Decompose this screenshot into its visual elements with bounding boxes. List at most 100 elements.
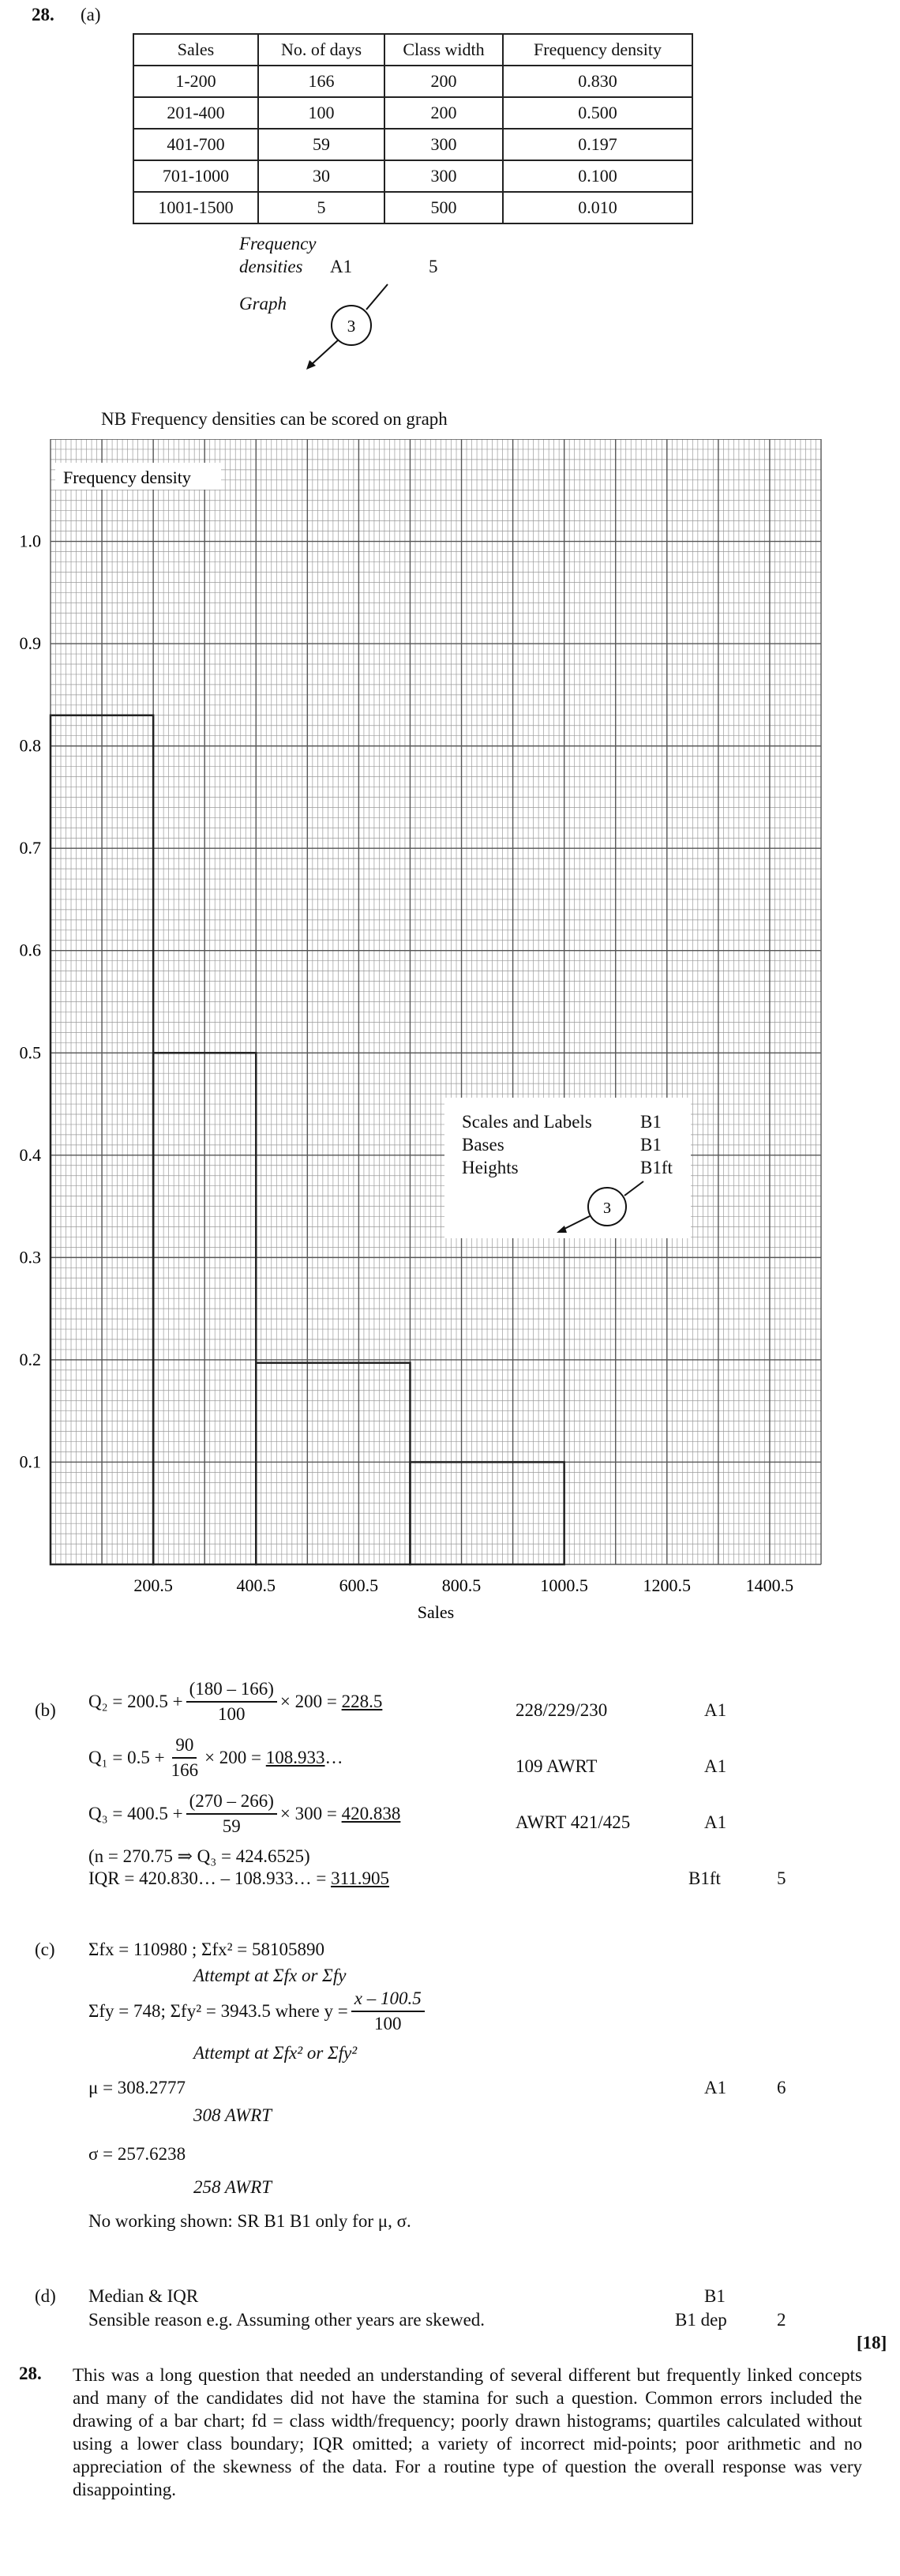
attempt-2: Attempt at Σfx² or Σfy² <box>193 2043 358 2063</box>
header-days: No. of days <box>257 33 385 66</box>
table-row: 201-400 100 200 0.500 <box>133 96 693 130</box>
marks-circle-number: 3 <box>603 1200 611 1217</box>
y-tick-label: 1.0 <box>20 531 42 551</box>
part-b-total: 5 <box>777 1868 786 1888</box>
q1-working: Q₁ = 0.5 + 90 166 × 200 = 108.933… <box>88 1733 343 1782</box>
q1-fraction: 90 166 <box>168 1733 202 1782</box>
table-cell: 701-1000 <box>133 160 259 193</box>
table-cell: 401-700 <box>133 128 259 161</box>
q2-numerator: (180 – 166) <box>186 1677 277 1703</box>
q3-alternative: (n = 270.75 ⇒ Q₃ = 424.6525) <box>88 1846 310 1866</box>
y-tick-label: 0.2 <box>20 1350 42 1369</box>
fd-label-2: densities <box>239 257 303 276</box>
x-tick-label: 400.5 <box>237 1575 276 1595</box>
header-sales: Sales <box>133 33 259 66</box>
table-cell: 5 <box>257 191 385 224</box>
part-d-line-1: Median & IQR <box>88 2286 199 2306</box>
x-tick-label: 1400.5 <box>746 1575 794 1595</box>
part-a-total: 5 <box>429 257 438 276</box>
part-c-total: 6 <box>777 2078 786 2097</box>
table-cell: 0.197 <box>502 128 693 161</box>
table-cell: 1001-1500 <box>133 191 259 224</box>
ylabel-bg <box>55 463 221 490</box>
x-tick-label: 600.5 <box>339 1575 379 1595</box>
y-axis-label: Frequency density <box>63 468 191 487</box>
marks-value: B1ft <box>640 1158 673 1177</box>
q1-pre: Q₁ = 0.5 + <box>88 1748 165 1767</box>
part-a-label: (a) <box>81 5 101 24</box>
y-tick-label: 0.1 <box>20 1451 42 1471</box>
y-tick-label: 0.3 <box>20 1247 42 1267</box>
q2-denominator: 100 <box>217 1704 246 1724</box>
question-number: 28. <box>32 5 54 24</box>
y-tick-label: 0.6 <box>20 941 42 960</box>
marks-label: Heights <box>462 1158 519 1177</box>
x-tick-label: 1200.5 <box>643 1575 692 1595</box>
part-b-label: (b) <box>35 1700 56 1720</box>
histogram-bar <box>409 1461 565 1566</box>
table-cell: 300 <box>384 128 504 161</box>
header-class-width: Class width <box>384 33 504 66</box>
grand-total: [18] <box>857 2333 887 2353</box>
fy-denominator: 100 <box>373 2014 402 2033</box>
q3-numerator: (270 – 266) <box>186 1789 277 1815</box>
attempt-1: Attempt at Σfx or Σfy <box>193 1966 347 1985</box>
table-cell: 30 <box>257 160 385 193</box>
marks-label: Scales and Labels <box>462 1112 592 1132</box>
table-cell: 200 <box>384 96 504 130</box>
mu-value: μ = 308.2777 <box>88 2078 186 2097</box>
mu-mark: A1 <box>704 2078 727 2097</box>
fy-fraction: x – 100.5 100 <box>351 1987 425 2036</box>
sums-line: Σfx = 110980 ; Σfx² = 58105890 <box>88 1940 324 1959</box>
part-c-label: (c) <box>35 1940 55 1959</box>
x-tick-label: 200.5 <box>133 1575 173 1595</box>
q3-fraction: (270 – 266) 59 <box>186 1789 277 1838</box>
table-cell: 166 <box>257 65 385 98</box>
q2-pre: Q₂ = 200.5 + <box>88 1692 183 1711</box>
q3-answer: 420.838 <box>341 1804 401 1823</box>
marks-value: B1 <box>640 1135 662 1155</box>
q2-working: Q₂ = 200.5 + (180 – 166) 100 × 200 = 228… <box>88 1677 382 1726</box>
graph-circle-number: 3 <box>347 317 356 336</box>
part-d-line-2: Sensible reason e.g. Assuming other year… <box>88 2310 486 2330</box>
q2-mark: A1 <box>704 1700 727 1720</box>
marks-label: Bases <box>462 1135 504 1155</box>
table-cell: 200 <box>384 65 504 98</box>
q3-denominator: 59 <box>222 1816 241 1836</box>
table-cell: 0.830 <box>502 65 693 98</box>
q3-mark: A1 <box>704 1812 727 1832</box>
fd-mark: A1 <box>330 257 353 276</box>
y-tick-label: 0.7 <box>20 838 42 858</box>
q3-note: AWRT 421/425 <box>516 1812 631 1832</box>
special-ruling: No working shown: SR B1 B1 only for μ, σ… <box>88 2211 411 2231</box>
fd-label-1: Frequency <box>239 234 317 253</box>
table-row: 401-700 59 300 0.197 <box>133 128 693 161</box>
q3-pre: Q₃ = 400.5 + <box>88 1804 183 1823</box>
report-number: 28. <box>19 2364 42 2383</box>
table-cell: 300 <box>384 160 504 193</box>
mu-note: 308 AWRT <box>193 2105 272 2125</box>
q2-note: 228/229/230 <box>516 1700 608 1720</box>
q3-working: Q₃ = 400.5 + (270 – 266) 59 × 300 = 420.… <box>88 1789 400 1838</box>
examiner-report: This was a long question that needed an … <box>73 2365 862 2499</box>
header-frequency-density: Frequency density <box>502 33 693 66</box>
q2-post: × 200 = <box>279 1692 337 1711</box>
y-tick-label: 0.8 <box>20 736 42 756</box>
graph-mark-circle-icon: 3 <box>306 284 388 370</box>
x-axis-label: Sales <box>418 1602 454 1622</box>
q1-numerator: 90 <box>172 1733 197 1759</box>
table-row: 701-1000 30 300 0.100 <box>133 160 693 193</box>
q3-post: × 300 = <box>279 1804 337 1823</box>
q2-answer: 228.5 <box>341 1692 383 1711</box>
q1-denominator: 166 <box>171 1760 199 1780</box>
table-cell: 0.500 <box>502 96 693 130</box>
graph-marks-box: Scales and Labels B1 Bases B1 Heights B1… <box>444 1098 691 1238</box>
fy-working: Σfy = 748; Σfy² = 3943.5 where y = x – 1… <box>88 1987 428 2036</box>
table-cell: 500 <box>384 191 504 224</box>
part-d-mark-2: B1 dep <box>675 2310 727 2330</box>
y-tick-label: 0.9 <box>20 633 42 653</box>
q1-post: × 200 = <box>204 1748 262 1767</box>
table-cell: 0.010 <box>502 191 693 224</box>
x-tick-label: 800.5 <box>442 1575 482 1595</box>
nb-note: NB Frequency densities can be scored on … <box>101 409 448 429</box>
